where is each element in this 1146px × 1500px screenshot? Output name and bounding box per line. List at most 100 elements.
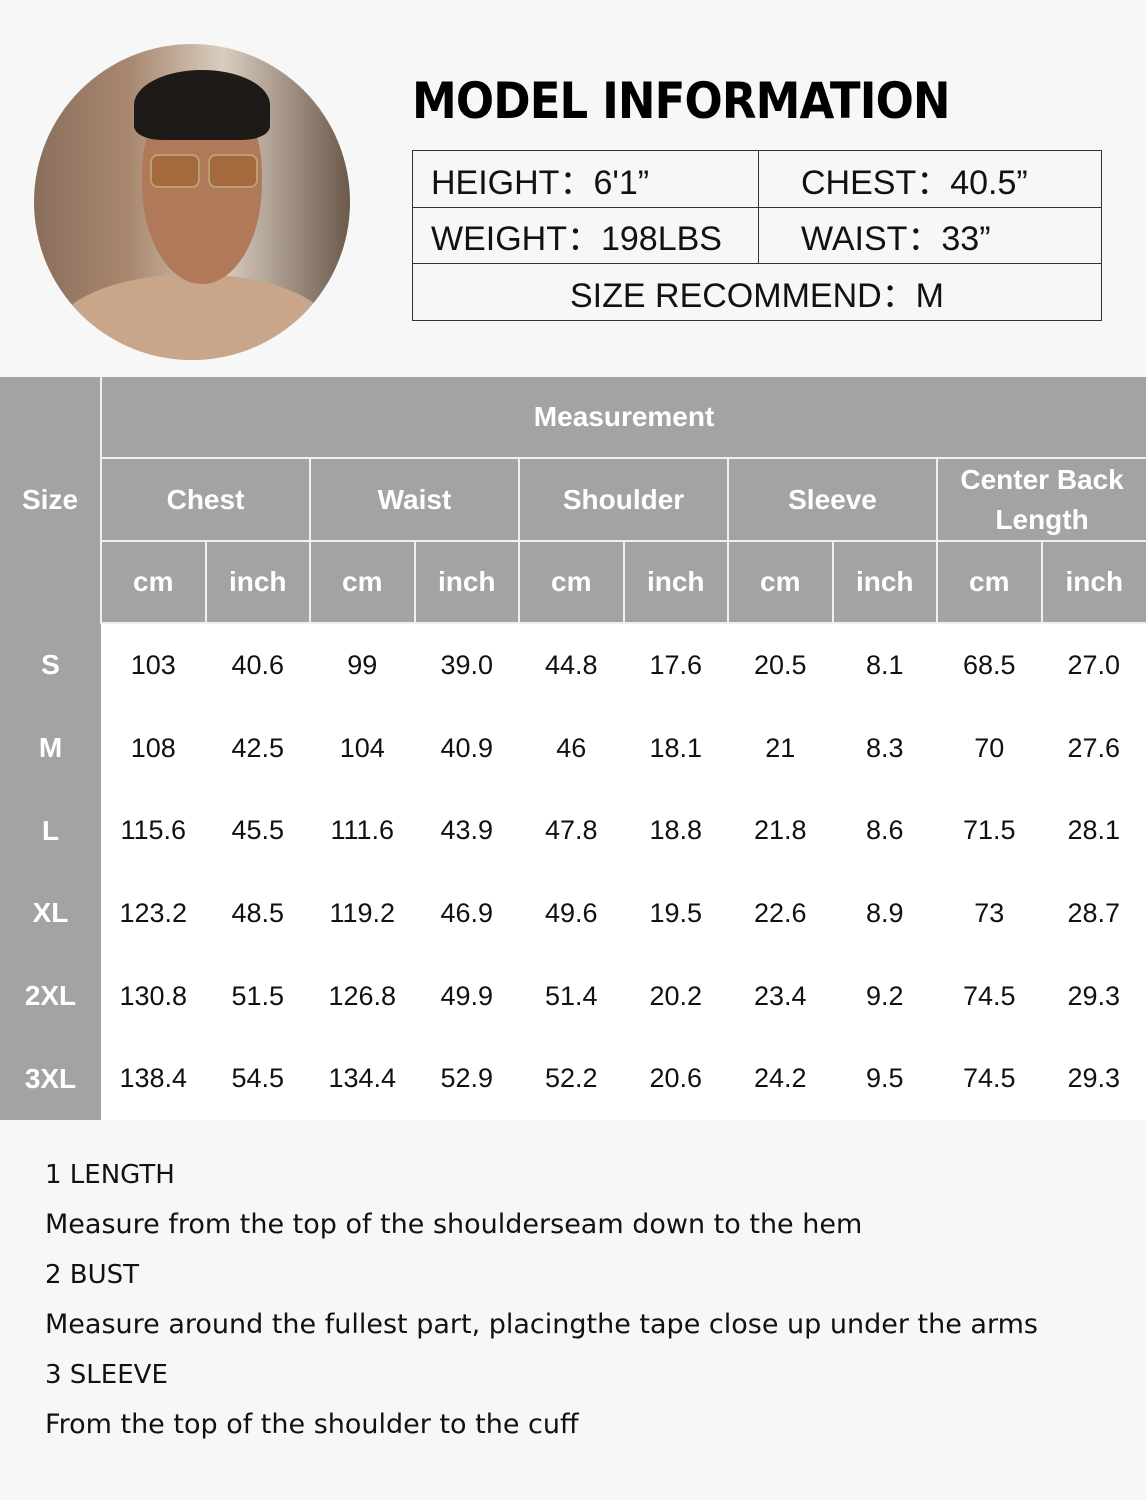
- model-weight: WEIGHT：198LBS: [413, 208, 759, 263]
- table-cell: 130.8: [101, 954, 206, 1038]
- table-cell: 29.3: [1041, 1037, 1146, 1121]
- model-info-title: MODEL INFORMATION: [412, 72, 951, 130]
- table-cell: 17.6: [623, 623, 728, 707]
- table-cell: 9.5: [832, 1037, 937, 1121]
- model-waist: WAIST：33”: [801, 220, 991, 258]
- size-label: 3XL: [0, 1037, 101, 1121]
- shirt: [54, 274, 334, 360]
- table-cell: 47.8: [519, 789, 624, 873]
- table-cell: 49.9: [414, 954, 519, 1038]
- unit-header: inch: [1040, 540, 1146, 624]
- table-row: L 115.6 45.5 111.6 43.9 47.8 18.8 21.8 8.6 71.5 28…: [0, 789, 1146, 873]
- table-cell: 126.8: [310, 954, 415, 1038]
- model-size-recommend: SIZE RECOMMEND：M: [570, 276, 944, 315]
- table-cell: 46: [519, 706, 624, 790]
- table-cell: 22.6: [728, 872, 833, 955]
- table-cell: 28.1: [1041, 789, 1146, 873]
- table-cell: 20.6: [623, 1037, 728, 1121]
- table-cell: 71.5: [937, 789, 1042, 873]
- table-cell: 29.3: [1041, 954, 1146, 1038]
- table-cell: 99: [310, 623, 415, 707]
- category-header: Waist: [309, 457, 520, 542]
- table-cell: 19.5: [623, 872, 728, 955]
- table-cell: 40.6: [205, 623, 310, 707]
- table-cell: 24.2: [728, 1037, 833, 1121]
- table-cell: 8.1: [832, 623, 937, 707]
- category-header: Center Back Length: [935, 457, 1146, 542]
- note-heading: 3 SLEEVE: [45, 1360, 168, 1390]
- size-label: XL: [0, 872, 101, 955]
- note-heading: 1 LENGTH: [45, 1160, 175, 1190]
- note-text: Measure from the top of the shoulderseam…: [45, 1209, 863, 1240]
- table-cell: 21.8: [728, 789, 833, 873]
- table-cell: 68.5: [937, 623, 1042, 707]
- table-cell: 8.3: [832, 706, 937, 790]
- model-chest: CHEST：40.5”: [801, 163, 1028, 202]
- table-cell: 8.6: [832, 789, 937, 873]
- table-cell: 40.9: [414, 706, 519, 790]
- table-row: XL 123.2 48.5 119.2 46.9 49.6 19.5 22.6 8.9 73 28.…: [0, 872, 1146, 955]
- table-cell: 74.5: [937, 1037, 1042, 1121]
- table-cell: 108: [101, 706, 206, 790]
- measurement-notes: 1 LENGTH Measure from the top of the shou…: [45, 1150, 1038, 1450]
- table-cell: 49.6: [519, 872, 624, 955]
- unit-header: cm: [309, 540, 416, 624]
- table-cell: 27.0: [1041, 623, 1146, 707]
- table-cell: 20.2: [623, 954, 728, 1038]
- size-label: S: [0, 623, 101, 707]
- unit-header: cm: [100, 540, 207, 624]
- table-cell: 43.9: [414, 789, 519, 873]
- table-row: S 103 40.6 99 39.0 44.8 17.6 20.5 8.1 68.5 27.0: [0, 623, 1146, 707]
- table-cell: 138.4: [101, 1037, 206, 1121]
- table-cell: 46.9: [414, 872, 519, 955]
- table-cell: 51.5: [205, 954, 310, 1038]
- unit-header: inch: [831, 540, 938, 624]
- table-cell: 8.9: [832, 872, 937, 955]
- table-row: M 108 42.5 104 40.9 46 18.1 21 8.3 70 27.6: [0, 706, 1146, 790]
- unit-header: cm: [936, 540, 1043, 624]
- table-cell: 52.2: [519, 1037, 624, 1121]
- table-cell: 123.2: [101, 872, 206, 955]
- model-row: HEIGHT：6'1” CHEST：40.5”: [413, 151, 1101, 208]
- table-row: 3XL 138.4 54.5 134.4 52.9 52.2 20.6 24.2 9.5 74.5…: [0, 1037, 1146, 1121]
- sunglasses: [146, 154, 258, 188]
- hair: [134, 70, 270, 140]
- table-cell: 103: [101, 623, 206, 707]
- table-cell: 45.5: [205, 789, 310, 873]
- unit-header: inch: [622, 540, 729, 624]
- table-row: 2XL 130.8 51.5 126.8 49.9 51.4 20.2 23.4 9.2 74.5…: [0, 954, 1146, 1038]
- table-cell: 111.6: [310, 789, 415, 873]
- table-cell: 27.6: [1041, 706, 1146, 790]
- table-cell: 18.1: [623, 706, 728, 790]
- category-header: Chest: [100, 457, 311, 542]
- measurement-header: Measurement: [99, 377, 1146, 459]
- table-cell: 134.4: [310, 1037, 415, 1121]
- note-heading: 2 BUST: [45, 1260, 140, 1290]
- size-chart-table: Size Measurement Chest Waist Shoulder Sleev…: [0, 377, 1146, 1121]
- size-label: L: [0, 789, 101, 873]
- table-cell: 23.4: [728, 954, 833, 1038]
- table-cell: 21: [728, 706, 833, 790]
- note-text: Measure around the fullest part, placing…: [45, 1309, 1038, 1340]
- table-cell: 20.5: [728, 623, 833, 707]
- table-cell: 70: [937, 706, 1042, 790]
- table-cell: 39.0: [414, 623, 519, 707]
- unit-header: inch: [204, 540, 311, 624]
- table-cell: 51.4: [519, 954, 624, 1038]
- model-photo: [34, 44, 350, 360]
- table-cell: 42.5: [205, 706, 310, 790]
- table-cell: 119.2: [310, 872, 415, 955]
- table-cell: 104: [310, 706, 415, 790]
- size-header: Size: [0, 377, 102, 623]
- category-header: Sleeve: [727, 457, 938, 542]
- table-cell: 52.9: [414, 1037, 519, 1121]
- model-info-table: HEIGHT：6'1” CHEST：40.5” WEIGHT：198LBS WA…: [412, 150, 1102, 321]
- table-cell: 73: [937, 872, 1042, 955]
- model-row: WEIGHT：198LBS WAIST：33”: [413, 208, 1101, 264]
- size-label: M: [0, 706, 101, 790]
- unit-header: inch: [413, 540, 520, 624]
- table-cell: 54.5: [205, 1037, 310, 1121]
- table-cell: 74.5: [937, 954, 1042, 1038]
- table-cell: 44.8: [519, 623, 624, 707]
- size-label: 2XL: [0, 954, 101, 1038]
